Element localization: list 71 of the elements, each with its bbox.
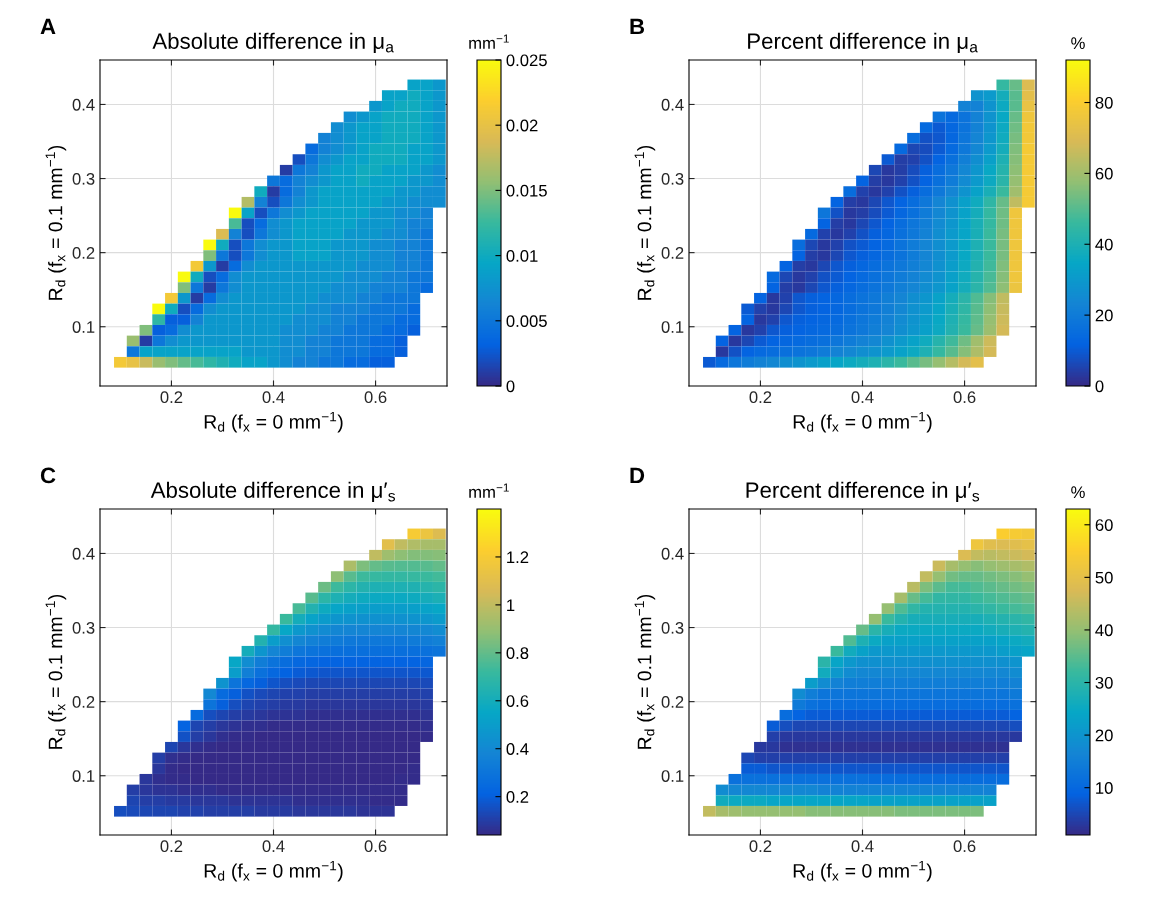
- x-tick-label: 0.2: [749, 391, 772, 404]
- x-tick-label: 0.6: [364, 840, 387, 853]
- y-tick-label: 0.3: [661, 621, 684, 634]
- color-bar-label: 40: [1095, 624, 1113, 637]
- color-bar-label: 0.8: [506, 647, 529, 660]
- y-tick-label: 0.2: [72, 696, 95, 708]
- chart-title: Absolute difference in μ$_{a}$: [152, 32, 394, 54]
- color-bar-title: mm$^{−1}$: [469, 483, 509, 498]
- y-tick-label: 0.1: [72, 321, 95, 333]
- y-tick-label: 0.1: [661, 770, 684, 782]
- y-tick-label: 0.2: [72, 247, 95, 259]
- x-tick-label: 0.2: [160, 840, 183, 853]
- color-bar-label: 40: [1095, 238, 1113, 251]
- color-bar-label: 1.2: [507, 551, 529, 563]
- x-tick-label: 0.4: [262, 391, 285, 404]
- chart-title: Percent difference in μ$_{a}$: [748, 32, 978, 54]
- y-tick-label: 0.3: [661, 172, 684, 185]
- y-tick-label: 0.2: [661, 247, 684, 259]
- color-bar-label: 20: [1095, 729, 1113, 742]
- x-tick-label: 0.6: [953, 840, 976, 853]
- y-axis-title: R$_{d}$ (f$_{x}$ = 0.1 mm$^{−1}$): [45, 145, 67, 300]
- color-bar-title: %: [1071, 37, 1085, 49]
- color-bar-label: 0.025: [506, 54, 547, 67]
- x-axis-title: R$_{d}$ (f$_{x}$ = 0 mm$^{−1}$): [204, 411, 343, 433]
- color-bar-label: 60: [1095, 167, 1113, 180]
- x-axis-title: R$_{d}$ (f$_{x}$ = 0 mm$^{−1}$): [204, 860, 343, 882]
- color-bar-label: 0.4: [506, 743, 529, 755]
- color-bar-label: 20: [1095, 309, 1113, 322]
- color-bar-label: 30: [1095, 676, 1113, 689]
- x-tick-label: 0.2: [160, 391, 183, 404]
- text: D: [630, 467, 645, 484]
- text: C: [40, 467, 56, 484]
- color-bar-label: 10: [1096, 782, 1113, 794]
- x-tick-label: 0.4: [262, 840, 285, 853]
- color-bar-title: %: [1071, 486, 1085, 498]
- y-tick-label: 0.1: [661, 321, 684, 333]
- color-bar-label: 0.2: [506, 791, 529, 803]
- x-tick-label: 0.6: [364, 391, 387, 404]
- y-axis-title: R$_{d}$ (f$_{x}$ = 0.1 mm$^{−1}$): [634, 594, 656, 749]
- y-tick-label: 0.4: [72, 98, 95, 111]
- x-axis-title: R$_{d}$ (f$_{x}$ = 0 mm$^{−1}$): [793, 860, 932, 882]
- color-bar-label: 0: [1095, 380, 1104, 393]
- color-bar-label: 0.02: [506, 119, 538, 132]
- y-tick-label: 0.2: [661, 696, 684, 708]
- x-tick-label: 0.2: [749, 840, 772, 853]
- color-bar-label: 0.01: [506, 250, 538, 262]
- color-bar-label: 80: [1095, 96, 1113, 109]
- y-tick-label: 0.1: [72, 770, 95, 782]
- color-bar-label: 0.005: [506, 315, 547, 327]
- color-bar-label: 1: [507, 599, 515, 611]
- x-tick-label: 0.6: [953, 391, 976, 404]
- y-tick-label: 0.3: [72, 172, 95, 185]
- x-axis-title: R$_{d}$ (f$_{x}$ = 0 mm$^{−1}$): [793, 411, 932, 433]
- x-tick-label: 0.4: [851, 391, 874, 404]
- y-axis-title: R$_{d}$ (f$_{x}$ = 0.1 mm$^{−1}$): [45, 594, 67, 749]
- color-bar-label: 0.6: [506, 695, 529, 707]
- color-bar-label: 60: [1095, 519, 1113, 531]
- color-bar-label: 50: [1095, 571, 1113, 584]
- text: A: [40, 18, 56, 35]
- y-tick-label: 0.4: [661, 547, 684, 560]
- x-tick-label: 0.4: [851, 840, 874, 853]
- color-bar-title: mm$^{−1}$: [469, 34, 509, 49]
- color-bar-label: 0.015: [506, 184, 547, 197]
- color-bar-label: 0: [506, 380, 515, 393]
- chart-title: Percent difference in μ′$_{s}$: [746, 481, 980, 503]
- y-tick-label: 0.4: [661, 98, 684, 111]
- y-tick-label: 0.4: [72, 547, 95, 560]
- y-tick-label: 0.3: [72, 621, 95, 634]
- text: B: [630, 18, 645, 35]
- y-axis-title: R$_{d}$ (f$_{x}$ = 0.1 mm$^{−1}$): [634, 145, 656, 300]
- chart-title: Absolute difference in μ′$_{s}$: [150, 481, 395, 503]
